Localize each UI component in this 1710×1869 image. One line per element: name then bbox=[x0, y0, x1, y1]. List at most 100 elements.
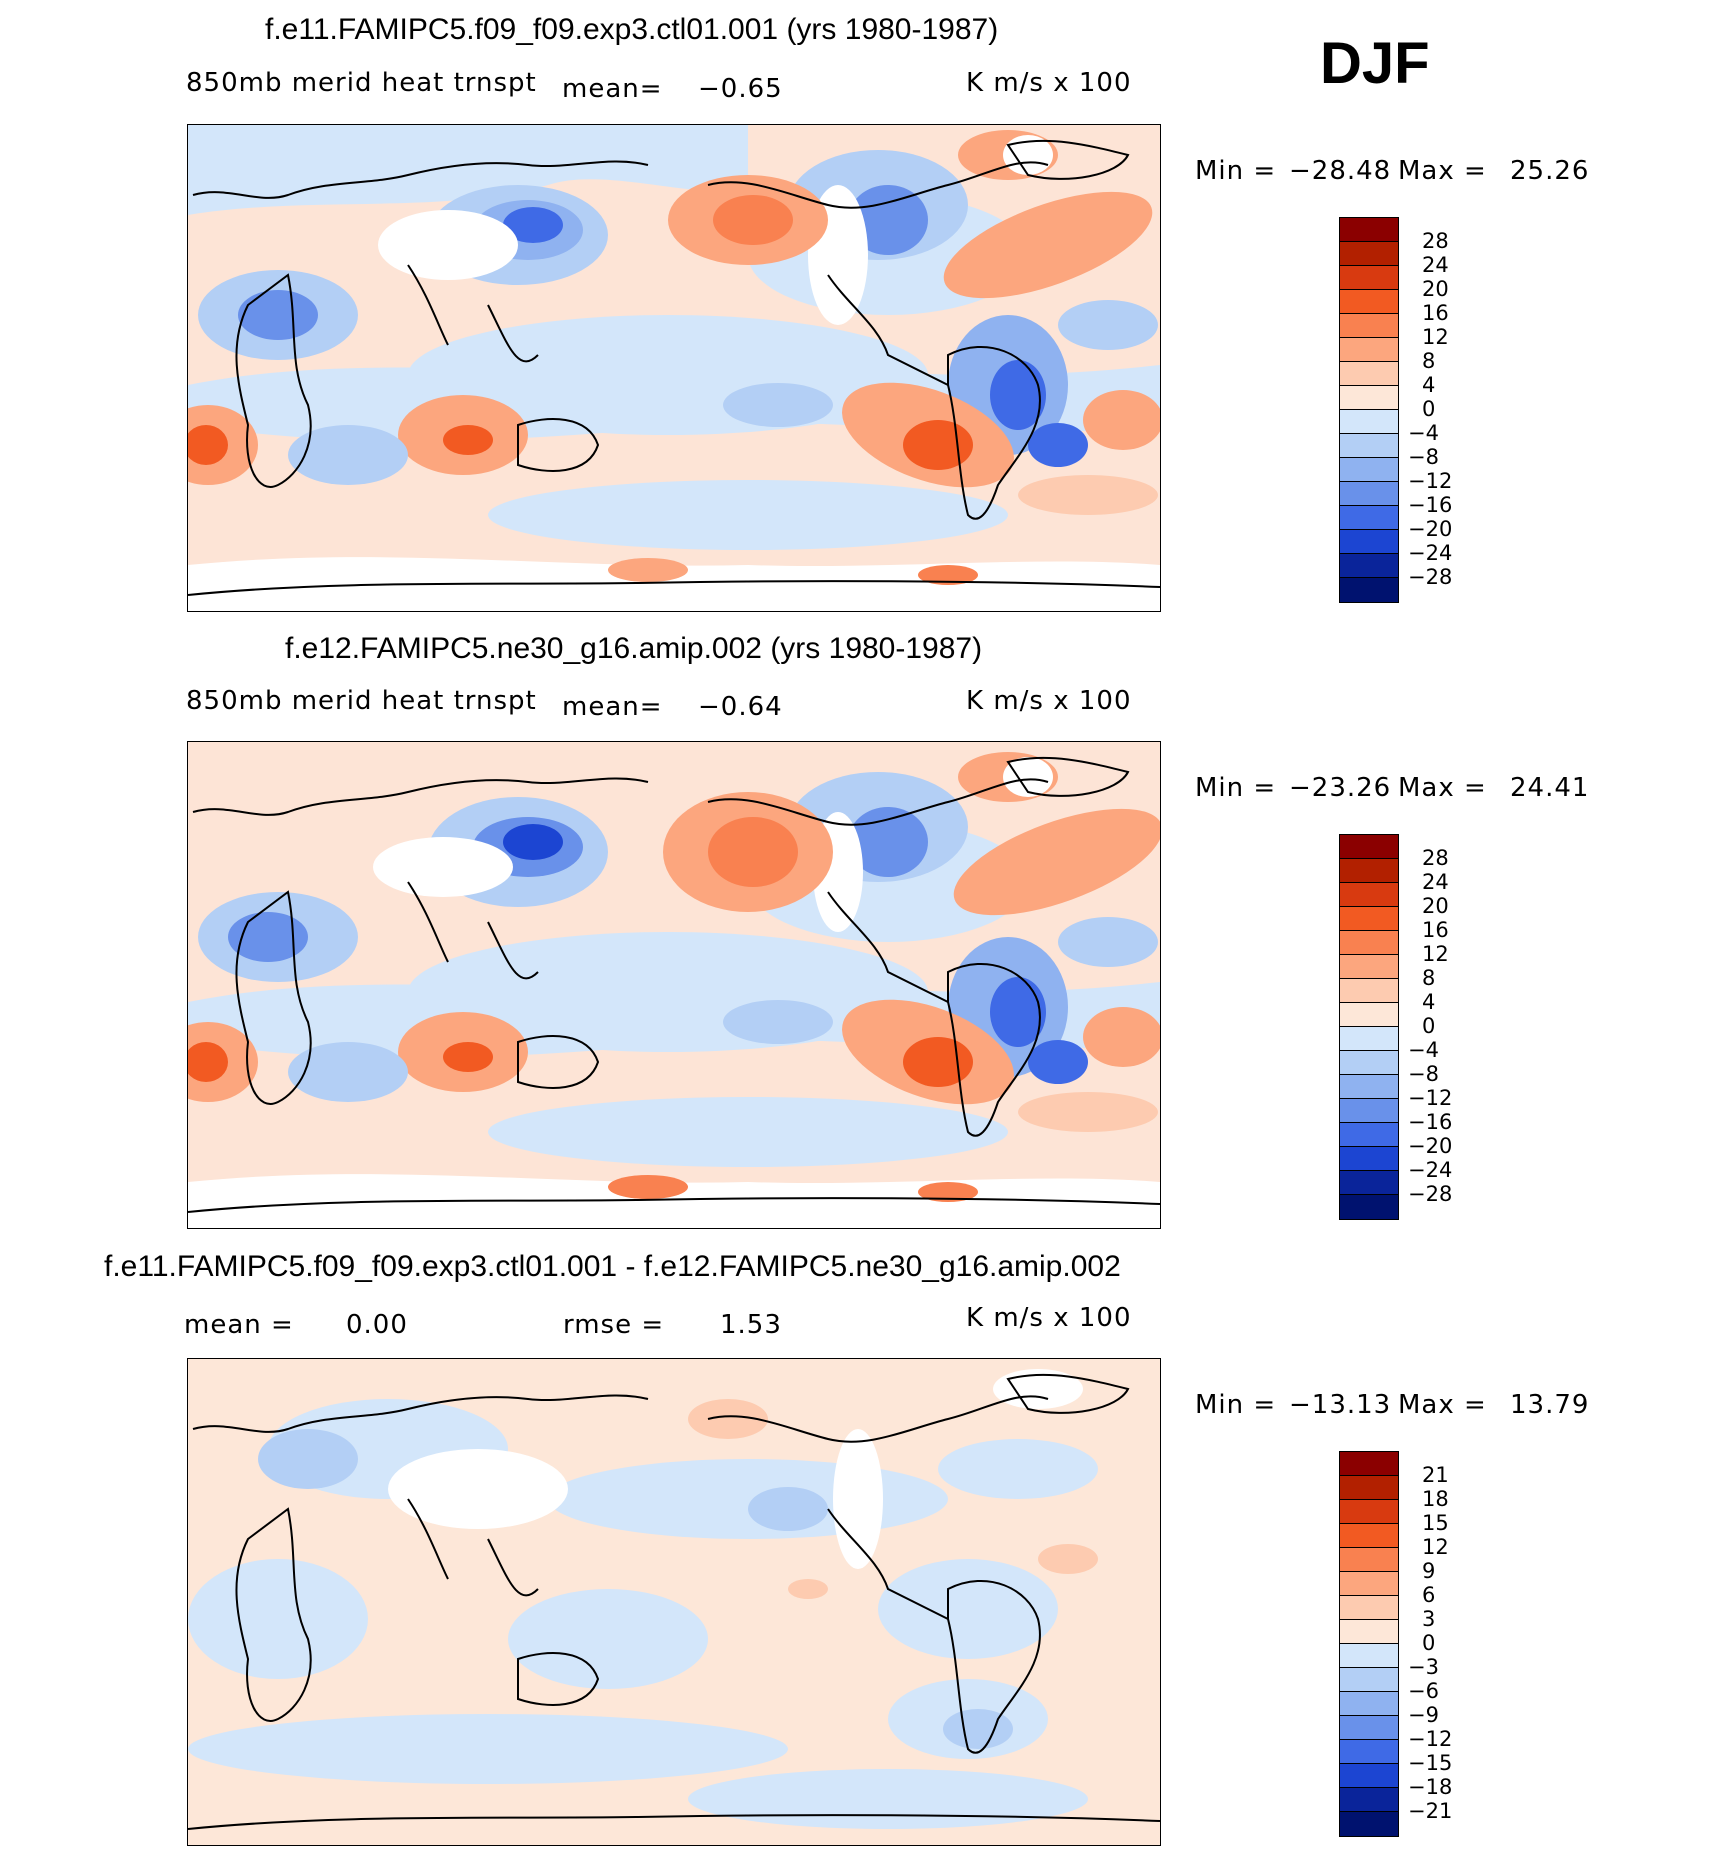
panel-2-colorbar-cell bbox=[1340, 1051, 1398, 1075]
panel-3-colorbar-cell bbox=[1340, 1572, 1398, 1596]
panel-2-variable: 850mb merid heat trnspt bbox=[186, 686, 537, 716]
panel-1-max-label: Max = bbox=[1398, 156, 1487, 186]
panel-1-colorbar-cell bbox=[1340, 314, 1398, 338]
panel-2-mean-label: mean= bbox=[562, 692, 663, 722]
panel-1-title: f.e11.FAMIPC5.f09_f09.exp3.ctl01.001 (yr… bbox=[265, 13, 999, 46]
panel-2-map bbox=[187, 741, 1161, 1229]
colorbar-tick-label: 0 bbox=[1422, 397, 1436, 421]
colorbar-tick-label: 12 bbox=[1422, 942, 1449, 966]
panel-3-colorbar-cell bbox=[1340, 1644, 1398, 1668]
panel-1-variable: 850mb merid heat trnspt bbox=[186, 68, 537, 98]
colorbar-tick-label: 6 bbox=[1422, 1583, 1436, 1607]
colorbar-tick-label: 16 bbox=[1422, 918, 1449, 942]
panel-1-mean-label: mean= bbox=[562, 74, 663, 104]
panel-2-colorbar-cell bbox=[1340, 1099, 1398, 1123]
panel-1-colorbar-cell bbox=[1340, 218, 1398, 242]
colorbar-tick-label: 16 bbox=[1422, 301, 1449, 325]
colorbar-tick-label: −28 bbox=[1408, 565, 1453, 589]
panel-2-units: K m/s x 100 bbox=[966, 686, 1132, 716]
panel-3-map-field bbox=[188, 1359, 1160, 1845]
panel-3-colorbar-cell bbox=[1340, 1620, 1398, 1644]
panel-3-map bbox=[187, 1358, 1161, 1846]
panel-1-units: K m/s x 100 bbox=[966, 68, 1132, 98]
colorbar-tick-label: 24 bbox=[1422, 870, 1449, 894]
panel-3-rmse-label: rmse = bbox=[563, 1310, 665, 1340]
panel-2-colorbar-cell bbox=[1340, 1195, 1398, 1219]
colorbar-tick-label: 3 bbox=[1422, 1607, 1436, 1631]
panel-3-colorbar-cell bbox=[1340, 1812, 1398, 1836]
panel-1-map-field bbox=[188, 125, 1160, 611]
colorbar-tick-label: 18 bbox=[1422, 1487, 1449, 1511]
panel-3-colorbar-cell bbox=[1340, 1740, 1398, 1764]
colorbar-tick-label: −28 bbox=[1408, 1182, 1453, 1206]
colorbar-tick-label: 9 bbox=[1422, 1559, 1436, 1583]
panel-3-colorbar bbox=[1339, 1451, 1399, 1837]
colorbar-tick-label: 28 bbox=[1422, 229, 1449, 253]
colorbar-tick-label: 0 bbox=[1422, 1631, 1436, 1655]
colorbar-tick-label: −4 bbox=[1408, 421, 1439, 445]
panel-2-colorbar-cell bbox=[1340, 907, 1398, 931]
panel-1-colorbar-cell bbox=[1340, 578, 1398, 602]
panel-3-colorbar-cell bbox=[1340, 1716, 1398, 1740]
panel-1-colorbar-cell bbox=[1340, 458, 1398, 482]
panel-1-colorbar-cell bbox=[1340, 434, 1398, 458]
colorbar-tick-label: −4 bbox=[1408, 1038, 1439, 1062]
colorbar-tick-label: −9 bbox=[1408, 1703, 1439, 1727]
panel-3-colorbar-cell bbox=[1340, 1548, 1398, 1572]
panel-3-colorbar-cell bbox=[1340, 1524, 1398, 1548]
panel-2-title: f.e12.FAMIPC5.ne30_g16.amip.002 (yrs 198… bbox=[285, 632, 983, 665]
panel-3-colorbar-cell bbox=[1340, 1452, 1398, 1476]
panel-1-colorbar-cell bbox=[1340, 242, 1398, 266]
colorbar-tick-label: −20 bbox=[1408, 1134, 1453, 1158]
panel-2-mean-value: −0.64 bbox=[698, 692, 783, 722]
panel-3-title: f.e11.FAMIPC5.f09_f09.exp3.ctl01.001 - f… bbox=[104, 1250, 1121, 1283]
colorbar-tick-label: 20 bbox=[1422, 277, 1449, 301]
colorbar-tick-label: −18 bbox=[1408, 1775, 1453, 1799]
panel-1-colorbar-cell bbox=[1340, 482, 1398, 506]
panel-3-min-label: Min = bbox=[1195, 1390, 1277, 1420]
panel-3-mean-value: 0.00 bbox=[346, 1310, 408, 1340]
colorbar-tick-label: −24 bbox=[1408, 541, 1453, 565]
colorbar-tick-label: −8 bbox=[1408, 445, 1439, 469]
colorbar-tick-label: −20 bbox=[1408, 517, 1453, 541]
panel-3-colorbar-cell bbox=[1340, 1788, 1398, 1812]
panel-2-colorbar-cell bbox=[1340, 955, 1398, 979]
panel-1-map bbox=[187, 124, 1161, 612]
panel-1-colorbar-cell bbox=[1340, 530, 1398, 554]
colorbar-tick-label: −16 bbox=[1408, 493, 1453, 517]
panel-2-colorbar bbox=[1339, 834, 1399, 1220]
panel-2-colorbar-cell bbox=[1340, 1147, 1398, 1171]
panel-2-max-label: Max = bbox=[1398, 773, 1487, 803]
colorbar-tick-label: −24 bbox=[1408, 1158, 1453, 1182]
colorbar-tick-label: −12 bbox=[1408, 469, 1453, 493]
panel-3-min-value: −13.13 bbox=[1289, 1390, 1392, 1420]
colorbar-tick-label: 4 bbox=[1422, 990, 1436, 1014]
panel-3-colorbar-cell bbox=[1340, 1668, 1398, 1692]
panel-3-colorbar-ticks: 21 18 15 12 9 6 3 0 −3 −6 −9 −12 −15 −18… bbox=[1402, 1463, 1452, 1823]
panel-2-colorbar-cell bbox=[1340, 931, 1398, 955]
panel-3-mean-label: mean = bbox=[184, 1310, 294, 1340]
panel-2-colorbar-cell bbox=[1340, 1123, 1398, 1147]
panel-1-colorbar-cell bbox=[1340, 362, 1398, 386]
panel-2-colorbar-cell bbox=[1340, 1075, 1398, 1099]
panel-1-colorbar bbox=[1339, 217, 1399, 603]
colorbar-tick-label: 0 bbox=[1422, 1014, 1436, 1038]
panel-3-colorbar-cell bbox=[1340, 1764, 1398, 1788]
panel-2-colorbar-cell bbox=[1340, 835, 1398, 859]
panel-1-colorbar-cell bbox=[1340, 290, 1398, 314]
panel-1-colorbar-ticks: 28 24 20 16 12 8 4 0 −4 −8 −12 −16 −20 −… bbox=[1402, 229, 1452, 589]
panel-1-colorbar-cell bbox=[1340, 506, 1398, 530]
colorbar-tick-label: 4 bbox=[1422, 373, 1436, 397]
panel-3-colorbar-cell bbox=[1340, 1596, 1398, 1620]
panel-2-colorbar-ticks: 28 24 20 16 12 8 4 0 −4 −8 −12 −16 −20 −… bbox=[1402, 846, 1452, 1206]
colorbar-tick-label: −6 bbox=[1408, 1679, 1439, 1703]
panel-2-colorbar-cell bbox=[1340, 883, 1398, 907]
panel-1-colorbar-cell bbox=[1340, 386, 1398, 410]
colorbar-tick-label: 20 bbox=[1422, 894, 1449, 918]
panel-2-colorbar-cell bbox=[1340, 1171, 1398, 1195]
panel-3-colorbar-cell bbox=[1340, 1500, 1398, 1524]
panel-2-colorbar-cell bbox=[1340, 1027, 1398, 1051]
colorbar-tick-label: −8 bbox=[1408, 1062, 1439, 1086]
season-label: DJF bbox=[1320, 31, 1430, 96]
panel-2-colorbar-cell bbox=[1340, 859, 1398, 883]
